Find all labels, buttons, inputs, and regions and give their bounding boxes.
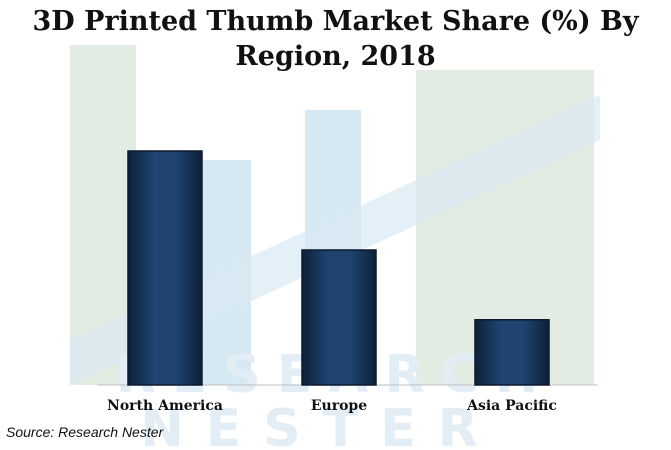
bar-asia-pacific xyxy=(474,319,550,386)
bar-europe xyxy=(301,249,377,386)
x-tick-label: North America xyxy=(107,398,223,414)
chart-title: 3D Printed Thumb Market Share (%) By Reg… xyxy=(0,4,671,74)
watermark-line2: NESTER xyxy=(140,399,500,450)
chart-title-line2: Region, 2018 xyxy=(235,41,436,72)
bar-north-america xyxy=(127,150,203,386)
source-note: Source: Research Nester xyxy=(6,424,164,440)
x-tick-label: Europe xyxy=(311,398,367,414)
x-tick-labels: North America Europe Asia Pacific xyxy=(107,398,557,414)
x-tick-label: Asia Pacific xyxy=(466,398,557,414)
chart-title-line1: 3D Printed Thumb Market Share (%) By xyxy=(32,6,639,37)
bars-group xyxy=(127,150,550,386)
